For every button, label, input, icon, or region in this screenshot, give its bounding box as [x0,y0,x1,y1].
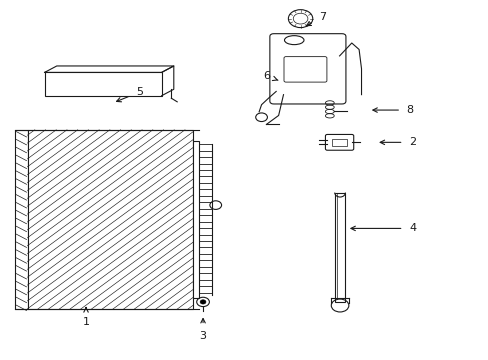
FancyBboxPatch shape [325,134,353,150]
Circle shape [200,300,205,304]
Text: 2: 2 [379,138,415,147]
Text: 4: 4 [350,224,415,233]
Text: 3: 3 [199,319,206,341]
Text: 8: 8 [372,105,413,115]
Bar [334,193,345,302]
FancyBboxPatch shape [284,57,326,82]
Text: 7: 7 [306,12,325,26]
Bar [27,130,193,309]
Text: 6: 6 [263,71,277,81]
Bar [15,130,27,309]
Bar [331,139,346,146]
Bar [44,72,161,96]
Text: 1: 1 [82,308,89,327]
FancyBboxPatch shape [269,34,345,104]
Bar [193,140,199,298]
Ellipse shape [284,36,304,45]
Text: 5: 5 [116,87,143,102]
